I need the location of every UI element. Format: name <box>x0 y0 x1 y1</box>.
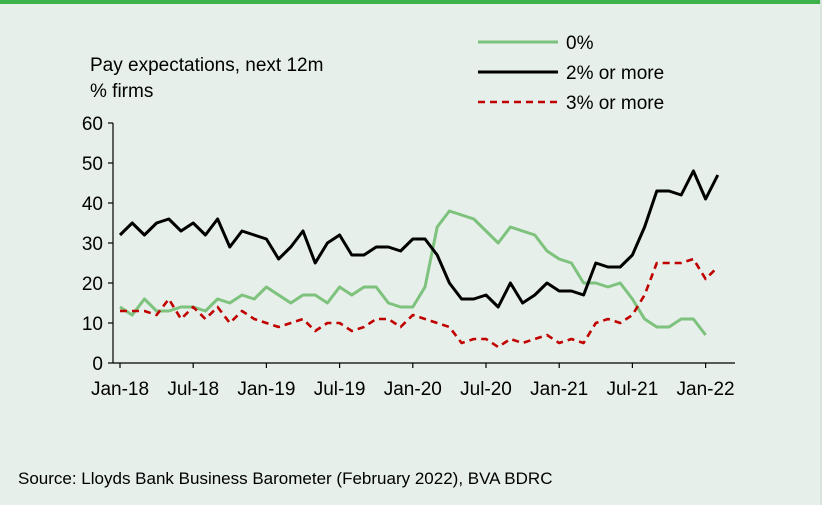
x-tick-label: Jan-22 <box>677 379 735 400</box>
top-accent-rule <box>0 0 822 4</box>
x-tick-label: Jul-21 <box>607 379 659 400</box>
legend-label-0: 0% <box>566 33 594 54</box>
series-line-0 <box>119 209 707 336</box>
x-tick-label: Jul-20 <box>460 379 512 400</box>
x-tick-label: Jul-18 <box>167 379 219 400</box>
y-tick-label: 10 <box>82 314 103 335</box>
x-tick-label: Jan-21 <box>530 379 588 400</box>
y-tick-label: 60 <box>82 114 103 135</box>
x-tick-label: Jan-18 <box>91 379 149 400</box>
series-layer <box>118 169 720 349</box>
source-note: Source: Lloyds Bank Business Barometer (… <box>18 469 553 488</box>
axes: 0 10 20 30 40 50 60 Jan-18 Jul-18 Jan-19 Jul-19 Jan… <box>82 114 735 400</box>
y-tick-label: 20 <box>82 274 103 295</box>
legend-label-1: 2% or more <box>566 63 664 84</box>
y-tick-label: 40 <box>82 194 103 215</box>
y-axis-label: % firms <box>90 81 153 102</box>
x-tick-label: Jan-19 <box>237 379 295 400</box>
right-border <box>820 0 822 505</box>
legend-label-2: 3% or more <box>566 93 664 114</box>
series-line-2 <box>120 257 719 349</box>
y-tick-label: 30 <box>82 234 103 255</box>
chart-title: Pay expectations, next 12m <box>90 55 323 76</box>
x-tick-label: Jul-19 <box>314 379 366 400</box>
series-line-1 <box>118 169 720 309</box>
x-tick-label: Jan-20 <box>384 379 442 400</box>
y-tick-label: 0 <box>92 354 103 375</box>
legend: 0% 2% or more 3% or more <box>478 33 664 114</box>
y-tick-label: 50 <box>82 154 103 175</box>
